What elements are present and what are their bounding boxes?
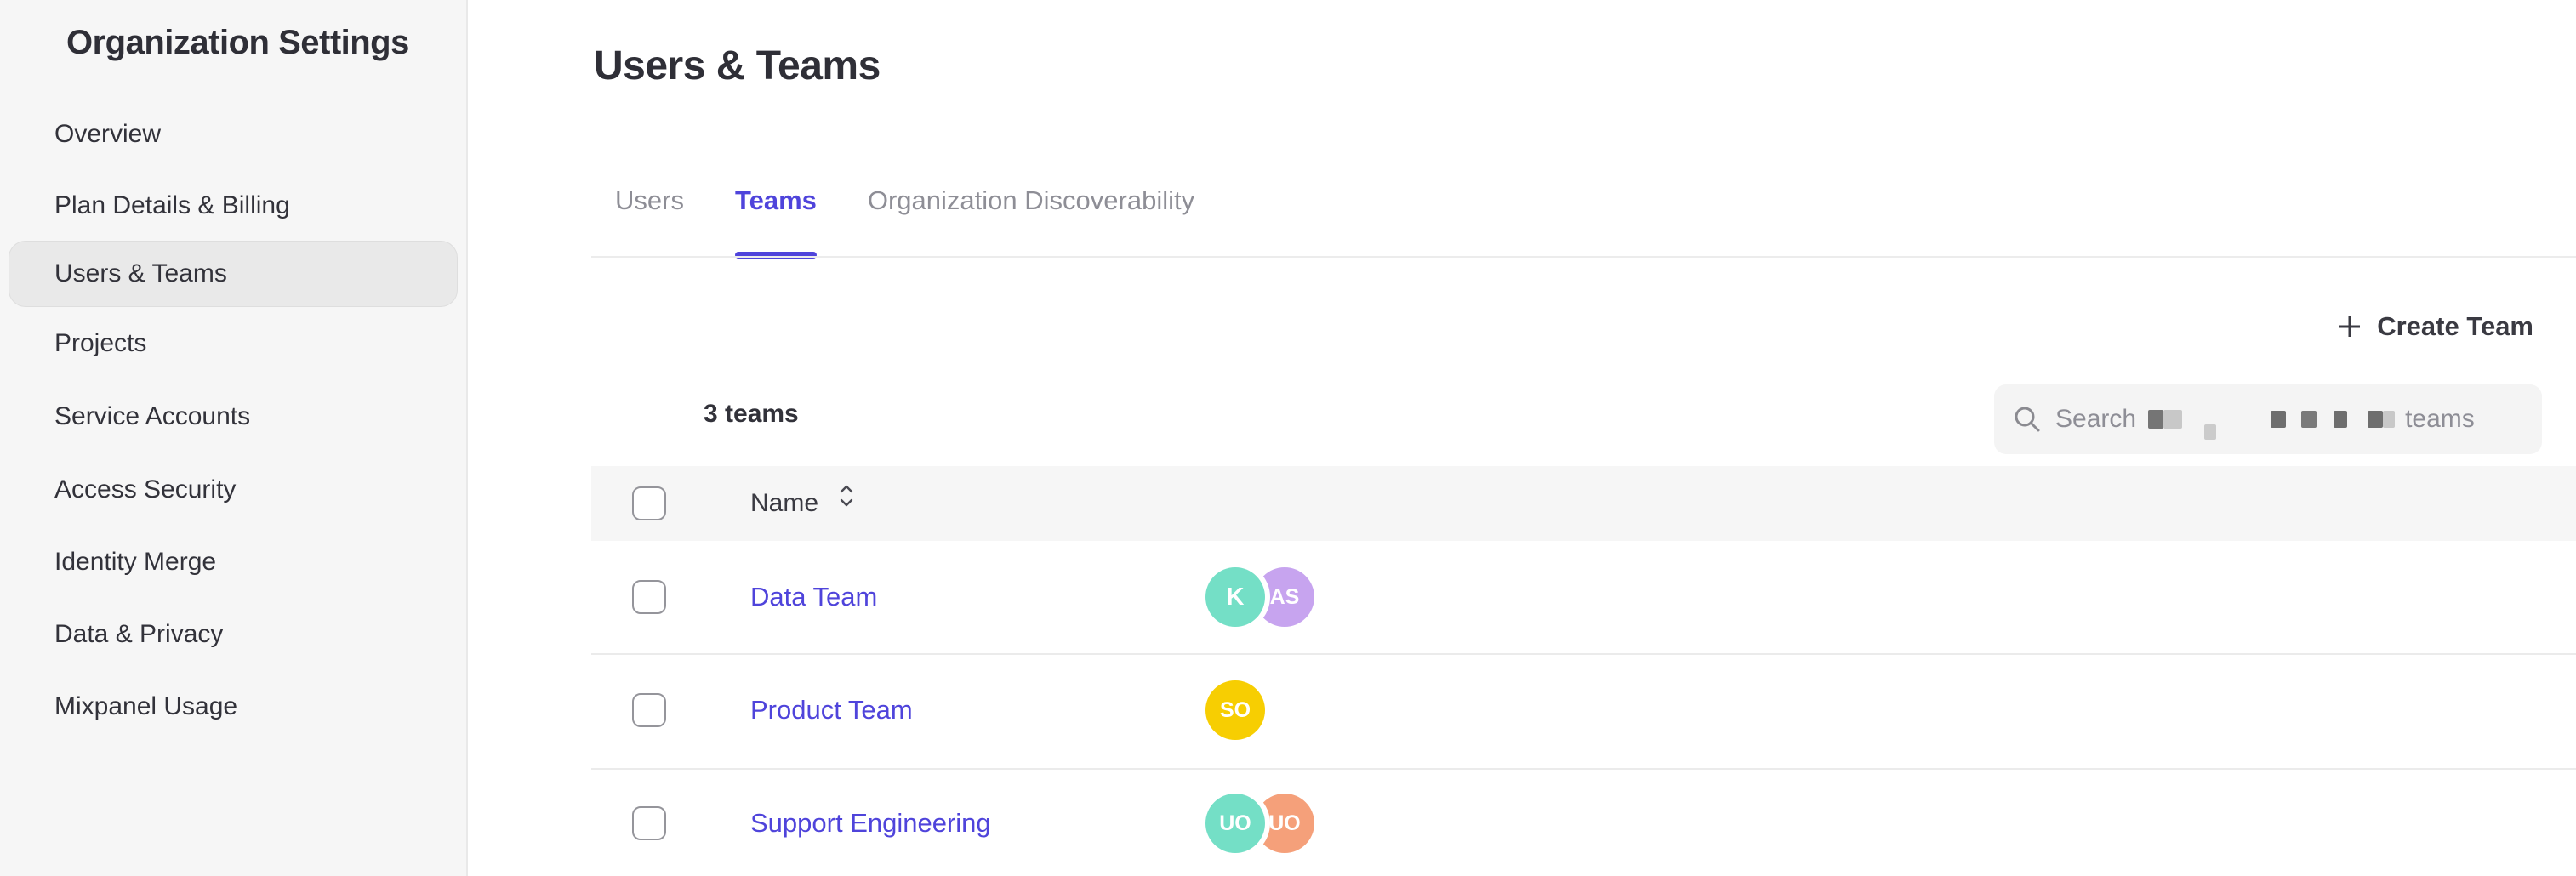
name-column-header: Name — [750, 489, 819, 517]
team-name-link[interactable]: Data Team — [750, 582, 878, 611]
select-all-checkbox[interactable] — [632, 486, 666, 520]
avatar-initials: K — [1226, 583, 1245, 611]
redacted-block — [2334, 411, 2348, 428]
avatar-initials: AS — [1269, 584, 1300, 609]
sidebar-item-projects[interactable]: Projects — [54, 329, 147, 357]
table-header: Name — [591, 466, 2576, 541]
row-divider — [591, 653, 2576, 655]
redacted-block — [2148, 410, 2164, 429]
team-members-avatars: AS K — [1205, 567, 1344, 627]
sidebar-item-plan-billing[interactable]: Plan Details & Billing — [54, 191, 290, 219]
sidebar: Organization Settings Overview Plan Deta… — [0, 0, 468, 876]
search-input[interactable]: Search teams — [1994, 384, 2542, 454]
redacted-block — [2204, 424, 2217, 440]
search-icon — [2015, 407, 2040, 432]
sidebar-title: Organization Settings — [66, 24, 409, 61]
create-team-label: Create Team — [2377, 311, 2533, 341]
avatar-initials: UO — [1219, 811, 1251, 835]
tab-teams[interactable]: Teams — [734, 174, 817, 259]
team-members-avatars: UO UO — [1205, 794, 1344, 853]
team-name-link[interactable]: Product Team — [750, 695, 913, 725]
redacted-block — [2383, 411, 2396, 428]
teams-count: 3 teams — [704, 400, 799, 428]
sidebar-item-users-teams[interactable]: Users & Teams — [54, 259, 227, 287]
team-members-avatars: SO — [1205, 680, 1344, 740]
row-checkbox[interactable] — [632, 806, 666, 840]
chevron-up-icon — [840, 485, 853, 493]
sidebar-item-mixpanel-usage[interactable]: Mixpanel Usage — [54, 692, 238, 720]
avatar-initials: UO — [1268, 811, 1301, 835]
team-name-link[interactable]: Support Engineering — [750, 808, 991, 838]
sidebar-active-highlight — [9, 241, 458, 307]
search-placeholder-suffix: teams — [2405, 405, 2475, 433]
sidebar-item-service-accounts[interactable]: Service Accounts — [54, 402, 251, 430]
redacted-block — [2271, 411, 2287, 428]
redacted-block — [2301, 411, 2317, 428]
tabs-divider — [591, 256, 2576, 258]
sidebar-item-data-privacy[interactable]: Data & Privacy — [54, 620, 224, 648]
chevron-down-icon — [840, 498, 853, 507]
tab-bar: Users Teams Organization Discoverability — [615, 174, 1194, 259]
row-checkbox[interactable] — [632, 580, 666, 614]
search-placeholder-prefix: Search — [2055, 405, 2137, 433]
redacted-block — [2368, 411, 2384, 428]
sidebar-item-overview[interactable]: Overview — [54, 120, 162, 148]
tab-organization-discoverability[interactable]: Organization Discoverability — [867, 185, 1195, 215]
sidebar-item-identity-merge[interactable]: Identity Merge — [54, 548, 217, 576]
avatar: SO — [1205, 680, 1265, 740]
tab-users[interactable]: Users — [615, 185, 684, 215]
avatar-initials: SO — [1219, 697, 1251, 722]
sidebar-item-access-security[interactable]: Access Security — [54, 475, 237, 503]
sort-toggle[interactable] — [840, 485, 853, 507]
avatar: K — [1205, 567, 1265, 627]
page-title: Users & Teams — [594, 43, 881, 88]
redacted-block — [2163, 410, 2183, 429]
plus-icon — [2339, 316, 2361, 337]
row-divider — [591, 768, 2576, 770]
avatar: UO — [1205, 794, 1265, 853]
row-checkbox[interactable] — [632, 693, 666, 727]
create-team-button[interactable]: Create Team — [2338, 310, 2533, 344]
